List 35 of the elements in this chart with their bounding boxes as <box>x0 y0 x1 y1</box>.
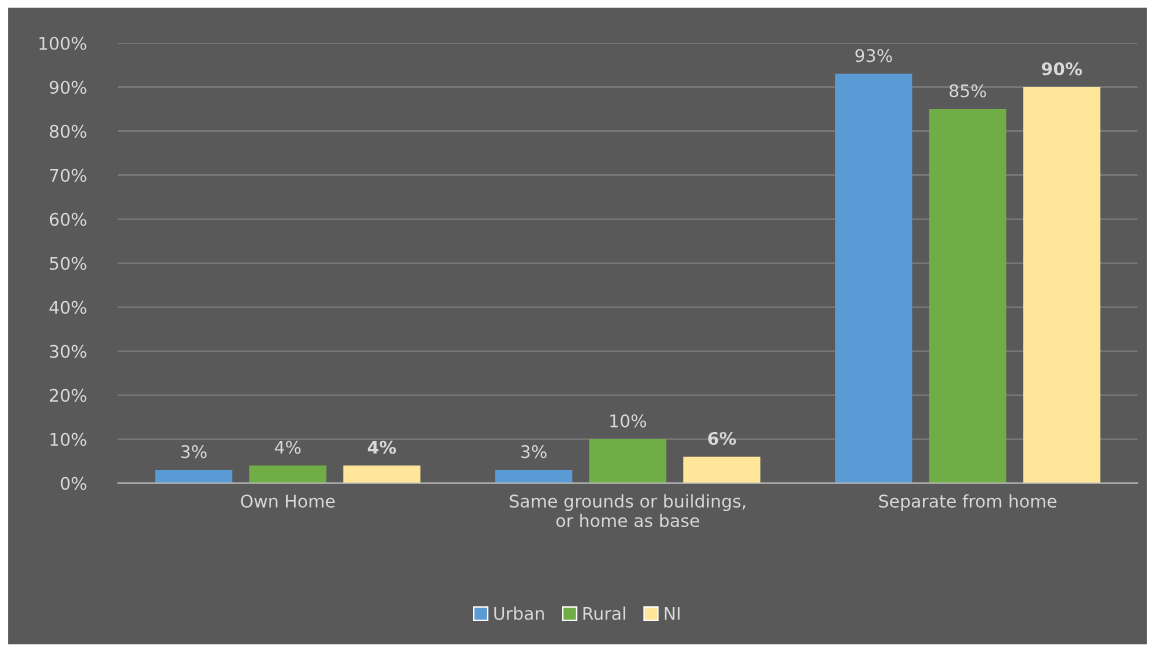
y-tick-label: 40% <box>49 300 87 314</box>
legend-label: Rural <box>583 606 626 620</box>
data-label: 10% <box>610 414 647 428</box>
y-tick-label: 50% <box>50 256 87 270</box>
bar <box>589 439 667 484</box>
data-label: 93% <box>855 49 892 63</box>
bar <box>1023 87 1101 484</box>
bar <box>929 109 1007 484</box>
x-tick-label: Separate from home <box>879 494 1057 512</box>
legend-label: NI <box>664 607 680 620</box>
bar <box>835 73 913 484</box>
y-tick-label: 80% <box>49 124 87 138</box>
x-tick-label: Own Home <box>240 494 335 508</box>
legend-label: Urban <box>494 606 544 620</box>
bar <box>155 469 233 484</box>
y-tick-label: 30% <box>49 344 87 358</box>
y-tick-label: 10% <box>50 432 87 446</box>
data-label: 4% <box>274 440 301 454</box>
y-tick-label: 60% <box>49 212 87 226</box>
y-tick-label: 70% <box>50 168 87 182</box>
bar <box>249 465 327 484</box>
bar <box>495 469 573 484</box>
y-tick-label: 20% <box>49 388 87 402</box>
data-label: 4% <box>367 440 397 454</box>
y-tick-label: 0% <box>60 476 87 490</box>
data-label: 3% <box>181 445 207 459</box>
data-label: 90% <box>1041 62 1082 76</box>
data-label: 3% <box>521 445 547 459</box>
y-tick-label: 90% <box>49 80 87 94</box>
y-tick-label: 100% <box>39 36 87 50</box>
bar <box>343 465 421 484</box>
data-label: 85% <box>949 84 987 98</box>
x-tick-label: Same grounds or buildings, or home as base <box>509 494 746 528</box>
data-label: 6% <box>708 431 736 446</box>
bar <box>683 456 761 484</box>
